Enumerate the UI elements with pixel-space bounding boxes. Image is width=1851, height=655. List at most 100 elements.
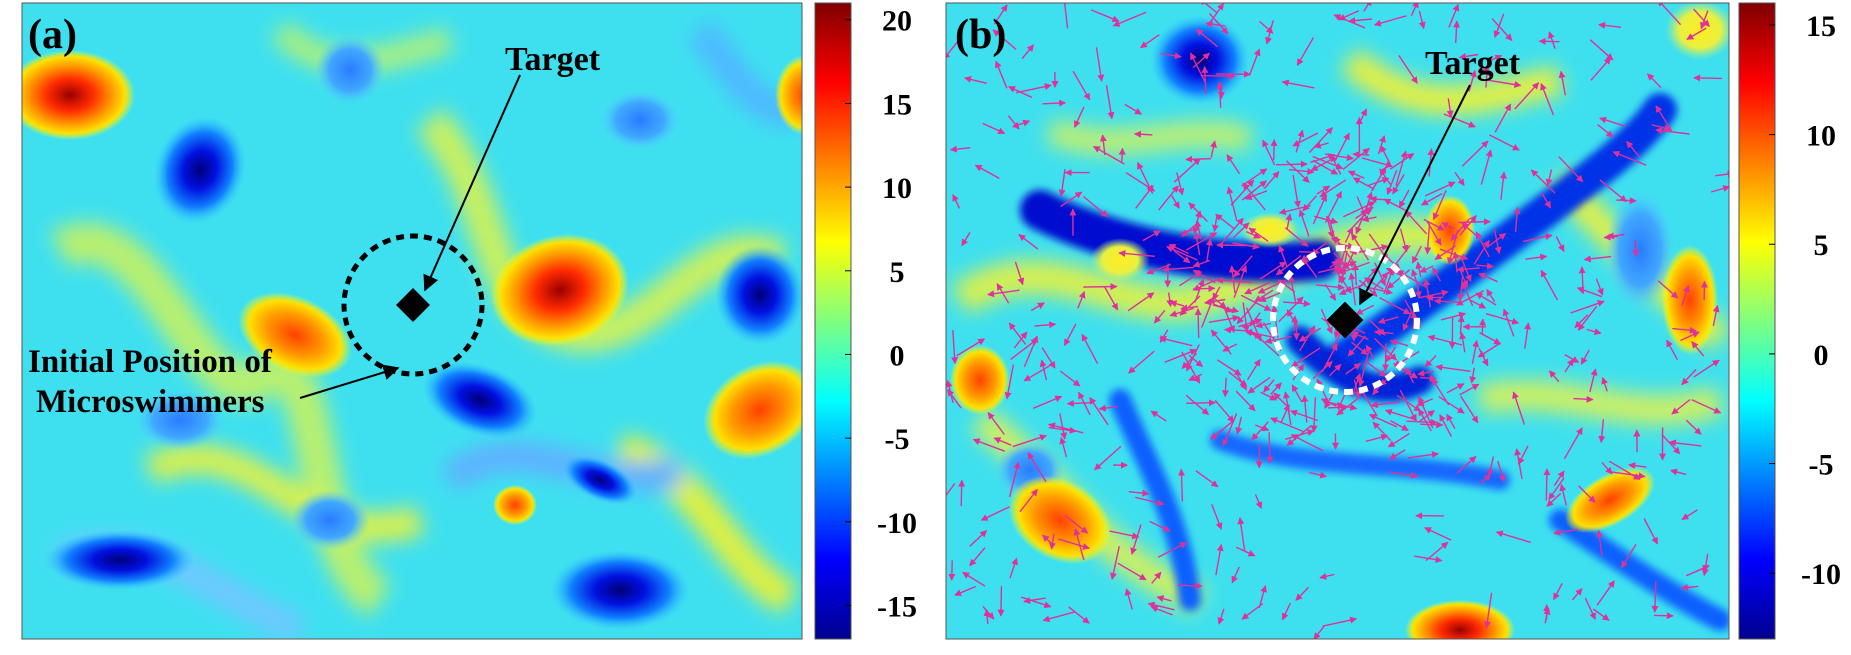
swimmer-arrow: [1393, 350, 1420, 367]
swimmer-arrow: [1142, 230, 1161, 242]
swimmer-arrow: [1176, 172, 1185, 196]
swimmer-arrow: [1485, 313, 1520, 325]
swimmer-arrow: [1248, 48, 1261, 76]
swimmer-arrow: [1475, 292, 1497, 306]
swimmer-arrow: [1042, 611, 1075, 623]
swimmer-arrow: [1439, 414, 1453, 437]
swimmer-arrow: [1192, 52, 1210, 69]
swimmer-arrow: [1298, 327, 1322, 342]
swimmer-arrow: [1715, 170, 1729, 178]
swimmer-arrow: [1073, 106, 1085, 128]
swimmer-arrow: [1255, 321, 1271, 329]
swimmer-arrow: [1210, 329, 1232, 355]
swimmer-arrow: [954, 585, 977, 597]
swimmer-arrow: [1499, 171, 1507, 200]
swimmer-arrow: [946, 380, 954, 403]
swimmer-arrow: [1646, 73, 1662, 89]
swimmer-arrow: [1512, 391, 1526, 425]
swimmer-arrow: [1118, 250, 1155, 257]
swimmer-arrow: [1668, 439, 1702, 447]
swimmer-arrow: [1655, 127, 1690, 135]
swimmer-arrow: [1226, 154, 1241, 175]
swimmer-arrow: [1598, 21, 1622, 29]
swimmer-arrow: [1524, 322, 1531, 349]
swimmer-arrow: [1291, 315, 1299, 332]
swimmer-arrow: [982, 605, 995, 620]
swimmer-arrow: [1459, 383, 1480, 396]
swimmer-arrow: [1313, 141, 1329, 149]
swimmer-arrow: [1655, 105, 1673, 132]
swimmer-arrow: [1008, 322, 1027, 345]
swimmer-arrow: [1651, 124, 1672, 132]
swimmer-arrow: [1348, 272, 1356, 306]
swimmer-arrow: [1059, 370, 1081, 387]
swimmer-arrow: [1398, 55, 1418, 84]
swimmer-arrow: [1514, 82, 1540, 110]
swimmer-arrow: [1478, 272, 1498, 283]
swimmer-arrow: [1211, 503, 1223, 530]
swimmer-arrow: [1540, 82, 1555, 116]
swimmer-arrow: [1446, 413, 1456, 429]
swimmer-arrow: [1356, 196, 1367, 217]
swimmer-arrow: [1371, 166, 1387, 192]
swimmer-arrow: [1284, 227, 1309, 247]
swimmer-arrow: [1034, 321, 1057, 329]
swimmer-arrow: [1570, 300, 1605, 314]
swimmer-arrow: [1189, 52, 1206, 83]
swimmer-arrow: [1411, 245, 1422, 264]
swimmer-arrow: [1215, 213, 1235, 229]
swimmer-arrow: [1693, 359, 1720, 378]
swimmer-arrow: [1124, 103, 1143, 115]
swimmer-arrow: [1458, 52, 1479, 60]
swimmer-arrow: [1288, 274, 1297, 303]
swimmer-arrow: [1316, 185, 1331, 195]
swimmer-arrow: [1309, 471, 1328, 479]
swimmer-arrow: [1345, 362, 1362, 375]
swimmer-arrow: [1330, 154, 1342, 175]
swimmer-arrow: [993, 437, 1012, 446]
swimmer-arrow: [1278, 204, 1311, 215]
swimmer-arrow: [1210, 140, 1217, 158]
swimmer-arrow: [1089, 397, 1109, 426]
swimmer-arrow: [1365, 360, 1387, 377]
swimmer-arrow: [1399, 389, 1417, 422]
swimmer-arrow: [1460, 395, 1479, 424]
swimmer-arrow: [1459, 270, 1469, 288]
swimmer-arrow: [1185, 232, 1218, 251]
swimmer-arrow: [1292, 174, 1301, 208]
swimmer-arrow: [1136, 161, 1154, 194]
panel-b-label: (b): [955, 12, 1006, 58]
swimmer-arrow: [1384, 408, 1416, 421]
swimmer-arrow: [1217, 359, 1242, 376]
swimmer-arrow: [1584, 598, 1596, 620]
swimmer-arrow: [1179, 271, 1203, 287]
swimmer-arrow: [1530, 169, 1556, 194]
swimmer-arrow: [958, 479, 966, 507]
swimmer-arrow: [1438, 396, 1465, 414]
swimmer-arrow: [1118, 147, 1126, 164]
swimmer-arrow: [1230, 179, 1255, 206]
swimmer-arrow: [1270, 382, 1282, 395]
swimmer-arrow: [1410, 3, 1419, 16]
swimmer-arrow: [1264, 336, 1292, 345]
swimmer-arrow: [1282, 391, 1292, 426]
swimmer-arrow: [1456, 455, 1477, 474]
swimmer-arrow: [1483, 592, 1493, 629]
swimmer-arrow: [1254, 289, 1274, 303]
swimmer-arrow: [1558, 70, 1567, 96]
swimmer-arrow: [949, 145, 971, 153]
swimmer-arrow: [1440, 311, 1467, 321]
swimmer-arrow: [1098, 404, 1119, 412]
panel-a-target-arrow: [423, 74, 521, 292]
swimmer-arrow: [1502, 308, 1515, 337]
swimmer-arrow: [962, 571, 986, 587]
swimmer-arrow: [1216, 81, 1224, 108]
swimmer-arrow: [1402, 311, 1413, 332]
swimmer-arrow: [1372, 421, 1392, 442]
swimmer-arrow: [1178, 468, 1186, 502]
panel-b-target-label: Target: [1425, 45, 1521, 82]
swimmer-arrow: [1301, 394, 1309, 423]
swimmer-arrow: [1398, 189, 1410, 209]
swimmer-arrow: [1612, 151, 1647, 166]
swimmer-arrow: [1320, 308, 1333, 335]
